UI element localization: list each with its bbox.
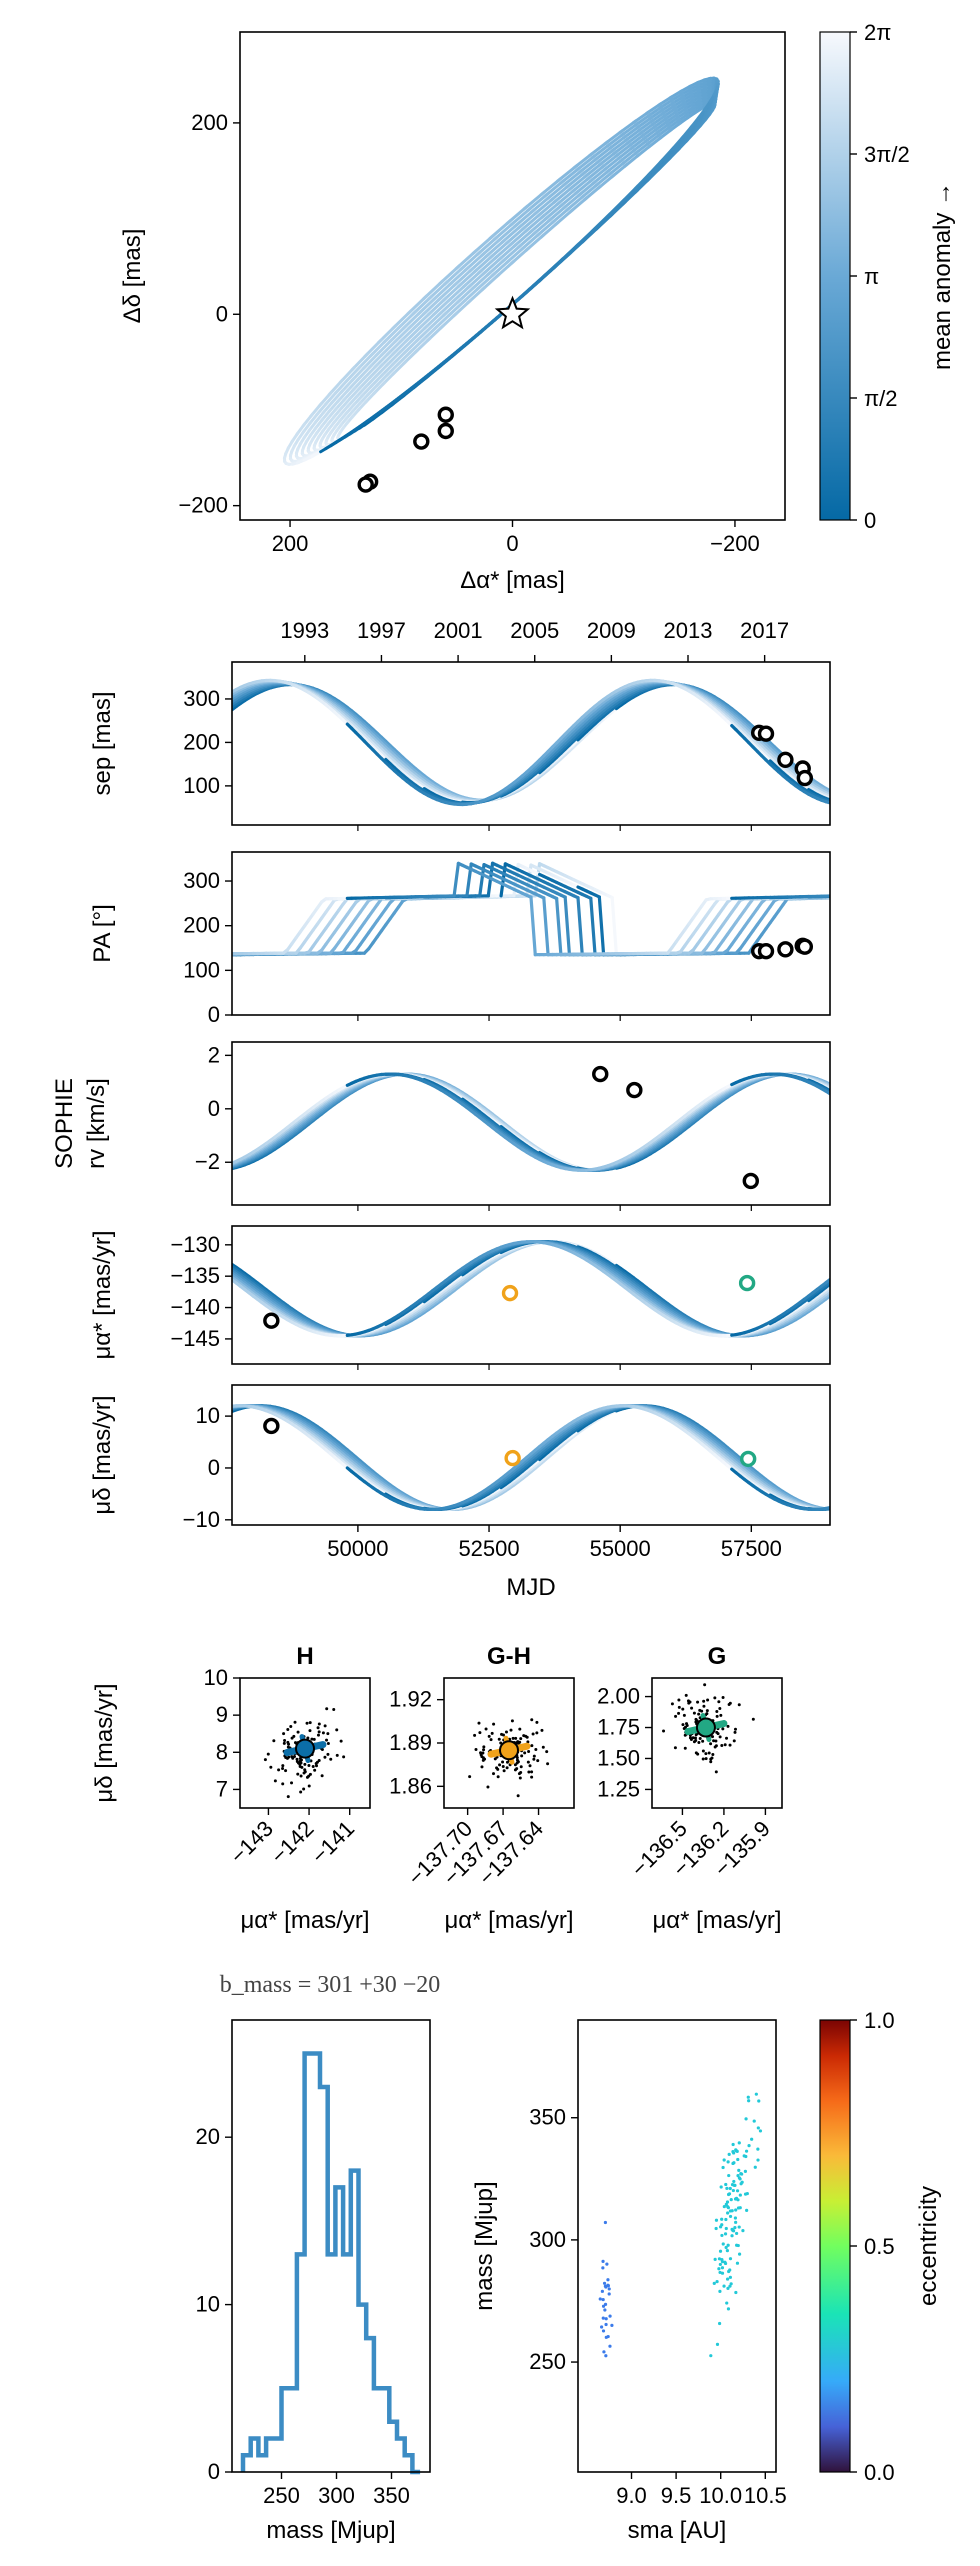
year-tick-label: 1997 — [357, 618, 406, 643]
y-tick-label: 300 — [183, 686, 220, 711]
y-tick-label: 0 — [216, 301, 228, 326]
observation-point — [757, 942, 775, 960]
star-icon — [494, 295, 531, 330]
orbit-curves — [232, 678, 830, 807]
panel-sep: 100 200 300 sep [mas] — [89, 661, 831, 831]
year-tick-label: 1993 — [280, 618, 329, 643]
y-tick-label: 200 — [191, 110, 228, 135]
orbit-curve-segment — [589, 896, 597, 957]
orbit-curve-segment — [555, 896, 563, 957]
panel-pa: 0 100 200 300 PA [°] — [89, 851, 831, 1027]
astrometry-panel: 200 0 −200 200 0 −200 Δα* [mas] Δδ [mas] 0 π/2 π 3π… — [119, 20, 956, 594]
observation-point — [796, 938, 814, 955]
orbit-curves — [232, 861, 830, 957]
colorbar — [819, 31, 851, 521]
y-tick-label: 100 — [183, 773, 220, 798]
colorbar-label: mean anomaly → — [929, 182, 956, 370]
observation-point — [796, 769, 814, 787]
astrometry-point — [437, 422, 454, 440]
x-axis-label: Δα* [mas] — [460, 567, 565, 594]
year-tick-label: 2005 — [510, 618, 559, 643]
orbit-curve-segment — [576, 896, 584, 957]
y-axis-label-top: SOPHIE — [51, 1078, 78, 1169]
observation-point — [742, 1172, 759, 1190]
colorbar-tick-label: 0 — [864, 508, 876, 533]
orbit-segment — [715, 77, 720, 83]
orbit-curve-segment — [529, 895, 537, 957]
y-axis-label: PA [°] — [89, 904, 116, 963]
astrometry-point — [413, 433, 430, 450]
orbit-tracks — [282, 76, 720, 466]
panel-frame — [231, 851, 831, 1016]
year-tick-label: 2013 — [664, 618, 713, 643]
observation-point — [626, 1081, 643, 1099]
panel-frame — [231, 1041, 831, 1206]
time-series-panels: 1993 1997 2001 2005 2009 2013 2017100200300sep… — [51, 618, 831, 1601]
colorbar-tick-label: π/2 — [864, 386, 898, 411]
orbit-curve-segment — [452, 861, 460, 898]
colorbar-tick-label: 3π/2 — [864, 142, 910, 167]
panel-rv: −2 0 2 SOPHIE rv [km/s] — [51, 1041, 831, 1211]
orbit-curve-segment — [610, 895, 619, 957]
observation-point — [757, 725, 775, 742]
colorbar-tick-label: π — [864, 264, 879, 289]
y-tick-label: 0 — [208, 1002, 220, 1027]
y-axis-label: sep [mas] — [89, 691, 116, 795]
y-tick-label: 200 — [183, 913, 220, 938]
y-tick-label: −2 — [195, 1149, 220, 1174]
observation-point — [592, 1065, 609, 1083]
year-tick-label: 2017 — [740, 618, 789, 643]
y-tick-label: 0 — [208, 1096, 220, 1121]
x-tick-label: 0 — [506, 531, 518, 556]
x-tick-label: −200 — [710, 531, 760, 556]
y-tick-label: 300 — [183, 868, 220, 893]
orbit-curve-segment — [542, 896, 550, 957]
y-tick-label: −200 — [178, 493, 228, 518]
orbit-curve-segment — [597, 895, 606, 957]
y-axis-label: rv [km/s] — [83, 1078, 110, 1169]
orbit-curves — [232, 1240, 830, 1338]
astrometry-point — [437, 406, 454, 423]
x-tick-label: 200 — [272, 531, 309, 556]
orbit-curves — [232, 1072, 830, 1172]
observation-point — [777, 751, 794, 768]
year-tick-label: 2009 — [587, 618, 636, 643]
y-axis-label: Δδ [mas] — [119, 229, 146, 324]
panel-frame — [231, 661, 831, 826]
y-tick-label: 100 — [183, 957, 220, 982]
year-tick-label: 2001 — [434, 618, 483, 643]
y-tick-label: 2 — [208, 1042, 220, 1067]
observation-point — [777, 941, 794, 958]
orbit-curve-segment — [563, 895, 572, 957]
colorbar-tick-label: 2π — [864, 20, 891, 45]
y-tick-label: 200 — [183, 729, 220, 754]
astrometry-point — [357, 476, 374, 493]
